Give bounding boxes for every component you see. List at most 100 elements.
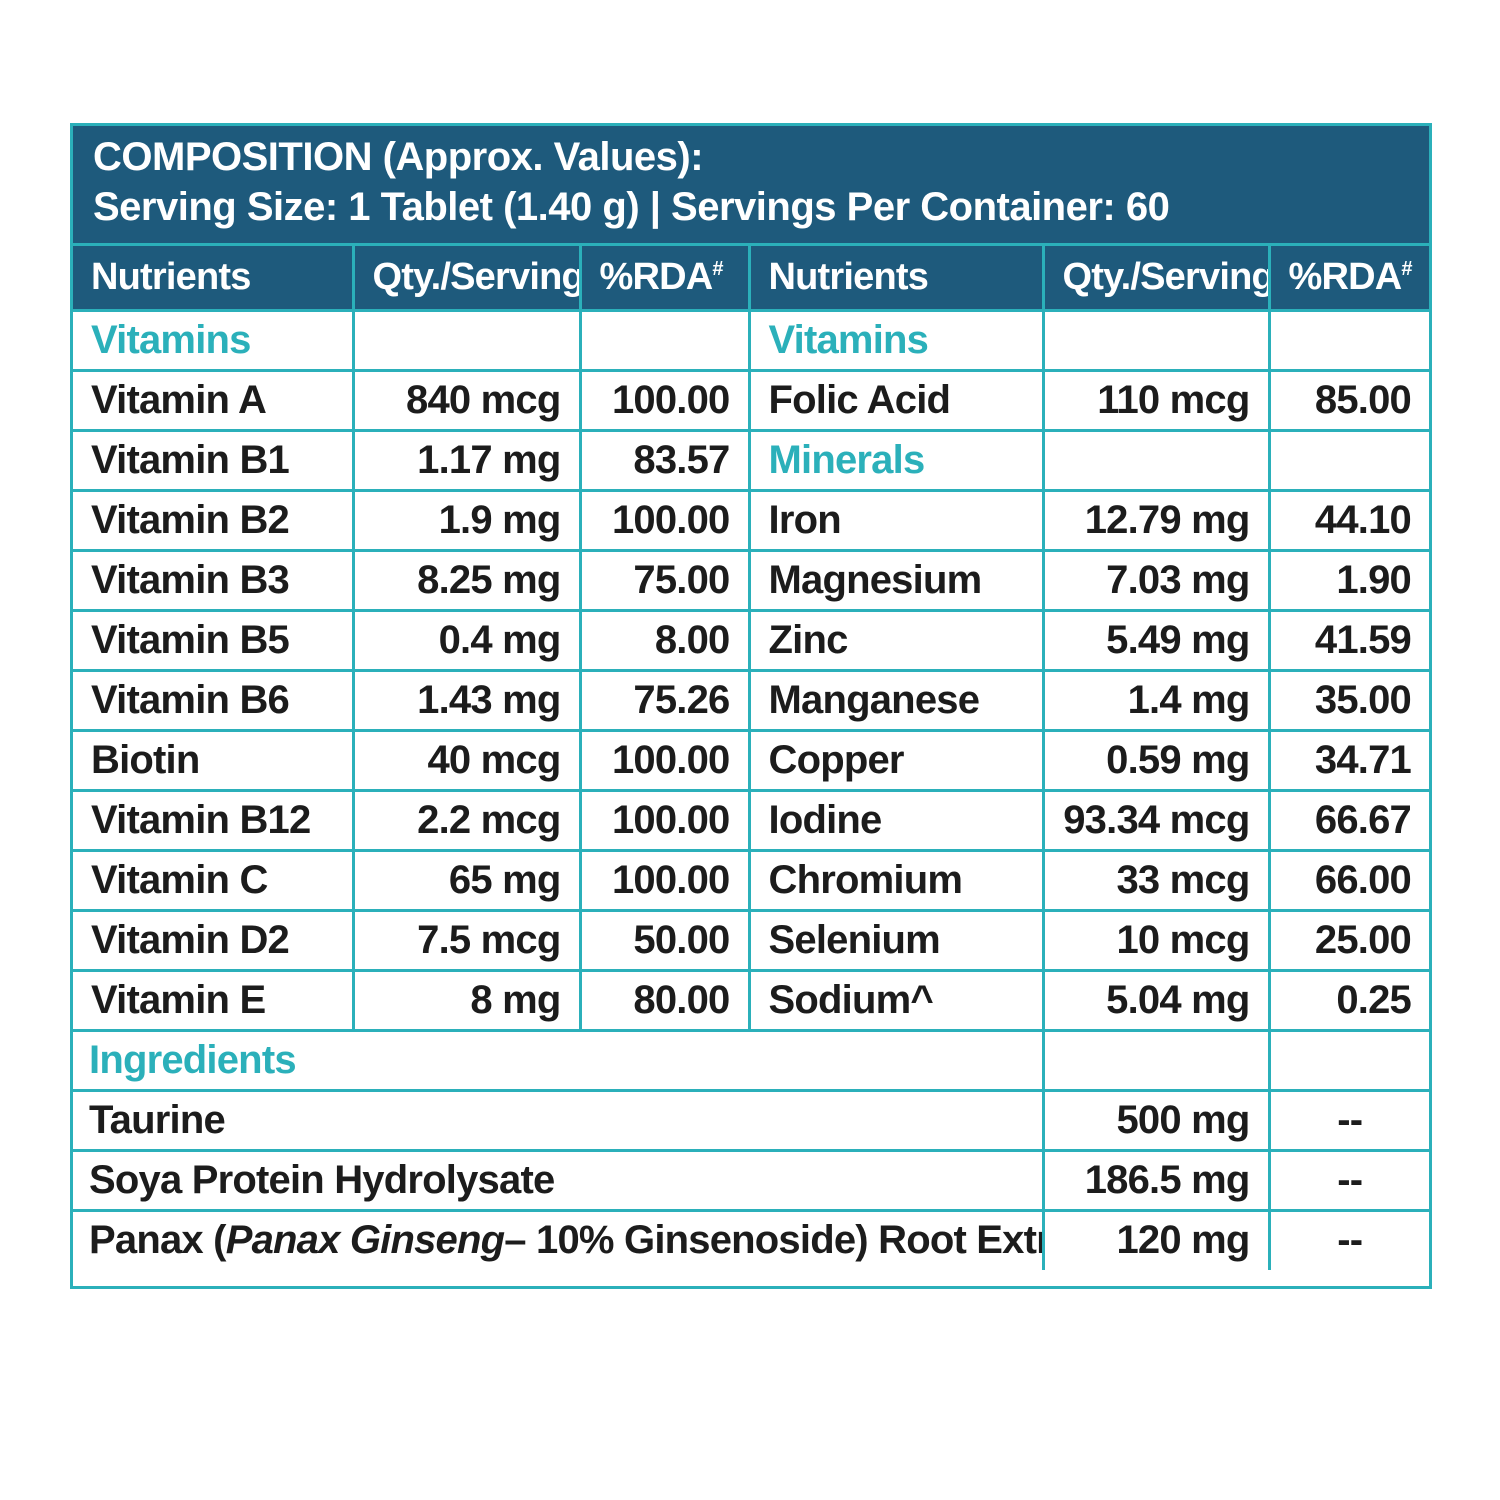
nutrient-qty: 8 mg bbox=[351, 968, 582, 1032]
nutrient-rda: 75.00 bbox=[578, 548, 751, 612]
table-row: Panax (Panax Ginseng– 10% Ginsenoside) R… bbox=[73, 1208, 1429, 1270]
section-minerals: Minerals bbox=[747, 428, 1045, 492]
nutrient-name: Zinc bbox=[747, 608, 1045, 672]
nutrient-rda: 66.67 bbox=[1267, 788, 1429, 852]
ingredient-name: Soya Protein Hydrolysate bbox=[73, 1148, 1045, 1212]
ingredient-name: Panax (Panax Ginseng– 10% Ginsenoside) R… bbox=[73, 1208, 1045, 1270]
nutrient-name: Chromium bbox=[747, 848, 1045, 912]
col-nutrients-left: Nutrients bbox=[73, 246, 355, 312]
nutrient-name: Iodine bbox=[747, 788, 1045, 852]
nutrient-qty: 1.43 mg bbox=[351, 668, 582, 732]
nutrient-name: Vitamin B5 bbox=[73, 608, 355, 672]
nutrient-name: Vitamin B2 bbox=[73, 488, 355, 552]
nutrient-qty: 5.04 mg bbox=[1041, 968, 1271, 1032]
nutrient-qty: 2.2 mcg bbox=[351, 788, 582, 852]
table-row: Vitamin B3 8.25 mg 75.00 Magnesium 7.03 … bbox=[73, 548, 1429, 612]
nutrient-rda: 35.00 bbox=[1267, 668, 1429, 732]
nutrient-qty: 33 mcg bbox=[1041, 848, 1271, 912]
nutrient-qty: 7.5 mcg bbox=[351, 908, 582, 972]
nutrient-rda: 100.00 bbox=[578, 728, 751, 792]
rda-mark: # bbox=[712, 257, 723, 280]
ingredient-rda: -- bbox=[1267, 1208, 1429, 1270]
nutrient-rda: 34.71 bbox=[1267, 728, 1429, 792]
nutrient-qty: 12.79 mg bbox=[1041, 488, 1271, 552]
ingredient-qty: 500 mg bbox=[1041, 1088, 1271, 1152]
nutrient-rda: 66.00 bbox=[1267, 848, 1429, 912]
nutrient-rda: 100.00 bbox=[578, 848, 751, 912]
nutrient-rda: 75.26 bbox=[578, 668, 751, 732]
nutrient-name: Vitamin B3 bbox=[73, 548, 355, 612]
table-row: Vitamin B6 1.43 mg 75.26 Manganese 1.4 m… bbox=[73, 668, 1429, 732]
nutrient-qty: 65 mg bbox=[351, 848, 582, 912]
nutrient-qty: 0.59 mg bbox=[1041, 728, 1271, 792]
table-row: Vitamin B12 2.2 mcg 100.00 Iodine 93.34 … bbox=[73, 788, 1429, 852]
ingredient-rda: -- bbox=[1267, 1148, 1429, 1212]
nutrient-qty: 840 mcg bbox=[351, 368, 582, 432]
col-rda-left: %RDA# bbox=[578, 246, 751, 312]
nutrient-name: Vitamin E bbox=[73, 968, 355, 1032]
ingredient-qty: 186.5 mg bbox=[1041, 1148, 1271, 1212]
nutrient-name: Vitamin B1 bbox=[73, 428, 355, 492]
col-rda-right: %RDA# bbox=[1267, 246, 1429, 312]
table-row: Vitamin E 8 mg 80.00 Sodium^ 5.04 mg 0.2… bbox=[73, 968, 1429, 1032]
nutrient-name: Sodium^ bbox=[747, 968, 1045, 1032]
table-row: Vitamins Vitamins bbox=[73, 308, 1429, 372]
table-row: Vitamin D2 7.5 mcg 50.00 Selenium 10 mcg… bbox=[73, 908, 1429, 972]
rda-mark: # bbox=[1401, 257, 1412, 280]
nutrient-qty: 1.17 mg bbox=[351, 428, 582, 492]
table-row: Vitamin C 65 mg 100.00 Chromium 33 mcg 6… bbox=[73, 848, 1429, 912]
panax-suffix: – 10% Ginsenoside) Root Extract bbox=[504, 1218, 1040, 1263]
nutrient-name: Manganese bbox=[747, 668, 1045, 732]
table-row: Vitamin B2 1.9 mg 100.00 Iron 12.79 mg 4… bbox=[73, 488, 1429, 552]
nutrient-name: Vitamin C bbox=[73, 848, 355, 912]
nutrient-rda: 8.00 bbox=[578, 608, 751, 672]
table-row: Vitamin B1 1.17 mg 83.57 Minerals bbox=[73, 428, 1429, 492]
nutrient-rda: 85.00 bbox=[1267, 368, 1429, 432]
nutrient-qty: 110 mcg bbox=[1041, 368, 1271, 432]
nutrient-rda: 100.00 bbox=[578, 368, 751, 432]
nutrient-rda: 100.00 bbox=[578, 488, 751, 552]
nutrition-table: Nutrients Qty./Serving %RDA# Nutrients Q… bbox=[73, 246, 1429, 1270]
table-row: Vitamin B5 0.4 mg 8.00 Zinc 5.49 mg 41.5… bbox=[73, 608, 1429, 672]
nutrient-name: Selenium bbox=[747, 908, 1045, 972]
nutrient-qty: 7.03 mg bbox=[1041, 548, 1271, 612]
panax-prefix: Panax ( bbox=[89, 1218, 226, 1263]
table-row: Biotin 40 mcg 100.00 Copper 0.59 mg 34.7… bbox=[73, 728, 1429, 792]
nutrient-name: Vitamin B6 bbox=[73, 668, 355, 732]
column-header-row: Nutrients Qty./Serving %RDA# Nutrients Q… bbox=[73, 246, 1429, 312]
ingredient-rda: -- bbox=[1267, 1088, 1429, 1152]
table-row: Ingredients bbox=[73, 1028, 1429, 1092]
nutrient-rda: 41.59 bbox=[1267, 608, 1429, 672]
serving-info: Serving Size: 1 Tablet (1.40 g) | Servin… bbox=[93, 185, 1170, 229]
nutrient-rda: 25.00 bbox=[1267, 908, 1429, 972]
rda-label: %RDA bbox=[599, 255, 714, 298]
nutrient-rda: 80.00 bbox=[578, 968, 751, 1032]
nutrient-name: Folic Acid bbox=[747, 368, 1045, 432]
col-nutrients-right: Nutrients bbox=[747, 246, 1045, 312]
nutrient-qty: 1.4 mg bbox=[1041, 668, 1271, 732]
nutrient-name: Iron bbox=[747, 488, 1045, 552]
nutrient-name: Vitamin D2 bbox=[73, 908, 355, 972]
nutrient-rda: 1.90 bbox=[1267, 548, 1429, 612]
nutrient-qty: 0.4 mg bbox=[351, 608, 582, 672]
table-row: Taurine 500 mg -- bbox=[73, 1088, 1429, 1152]
col-qty-right: Qty./Serving bbox=[1041, 246, 1271, 312]
section-ingredients: Ingredients bbox=[73, 1028, 1045, 1092]
nutrient-name: Magnesium bbox=[747, 548, 1045, 612]
composition-header: COMPOSITION (Approx. Values): Serving Si… bbox=[73, 126, 1429, 246]
composition-panel: COMPOSITION (Approx. Values): Serving Si… bbox=[70, 123, 1432, 1289]
nutrient-rda: 83.57 bbox=[578, 428, 751, 492]
col-qty-left: Qty./Serving bbox=[351, 246, 582, 312]
composition-title: COMPOSITION (Approx. Values): bbox=[93, 135, 704, 179]
nutrient-qty: 5.49 mg bbox=[1041, 608, 1271, 672]
nutrient-name: Vitamin B12 bbox=[73, 788, 355, 852]
nutrient-qty: 93.34 mcg bbox=[1041, 788, 1271, 852]
nutrient-qty: 10 mcg bbox=[1041, 908, 1271, 972]
nutrient-rda: 50.00 bbox=[578, 908, 751, 972]
section-vitamins-right: Vitamins bbox=[747, 308, 1045, 372]
table-row: Vitamin A 840 mcg 100.00 Folic Acid 110 … bbox=[73, 368, 1429, 432]
nutrient-name: Vitamin A bbox=[73, 368, 355, 432]
nutrient-qty: 8.25 mg bbox=[351, 548, 582, 612]
nutrient-rda: 44.10 bbox=[1267, 488, 1429, 552]
nutrient-name: Copper bbox=[747, 728, 1045, 792]
